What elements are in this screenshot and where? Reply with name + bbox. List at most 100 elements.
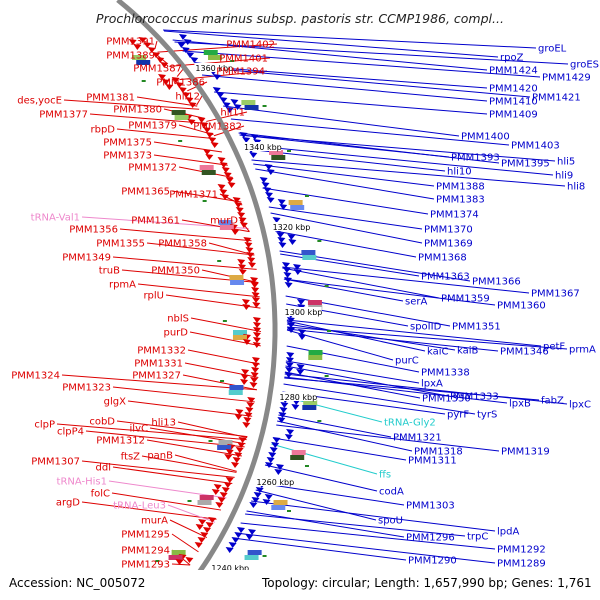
gene-arrow xyxy=(242,137,251,143)
gene-arrow xyxy=(252,322,261,328)
gene-arrow xyxy=(203,527,211,533)
right-gene-label: PMM1393 xyxy=(451,153,500,164)
gene-arrow xyxy=(274,469,283,475)
left-gene-label: PMM1307 xyxy=(31,457,80,468)
gene-block xyxy=(301,250,316,255)
gene-arrow xyxy=(175,82,184,88)
gene-arrow xyxy=(250,282,259,288)
right-gene-label: PMM1303 xyxy=(406,501,455,512)
gene-arrow xyxy=(244,412,253,418)
right-gene-label: PMM1367 xyxy=(531,289,580,300)
right-gene-label: hli8 xyxy=(567,182,585,193)
gene-block xyxy=(271,505,286,510)
right-gene-label: PMM1421 xyxy=(532,93,581,104)
gene-arrow xyxy=(183,39,192,45)
right-gene-label: groES xyxy=(570,60,599,71)
right-connector-line xyxy=(251,500,496,532)
left-connector-line xyxy=(81,460,235,478)
left-connector-line xyxy=(182,374,257,391)
green-tick xyxy=(155,560,160,562)
gene-arrow xyxy=(217,157,226,163)
right-connector-line xyxy=(268,206,423,230)
gene-arrow xyxy=(205,154,214,160)
left-gene-label: PMM1355 xyxy=(96,239,145,250)
gene-block xyxy=(201,170,216,175)
gene-block xyxy=(244,555,259,560)
right-connector-line xyxy=(285,360,420,384)
gene-arrow xyxy=(286,317,295,323)
left-connector-line xyxy=(112,466,233,485)
right-connector-line xyxy=(255,168,435,200)
gene-block xyxy=(168,555,183,560)
left-connector-line xyxy=(61,374,257,391)
gene-arrow xyxy=(224,454,233,460)
right-gene-label: PMM1338 xyxy=(421,368,470,379)
right-connector-line xyxy=(246,510,405,538)
gene-arrow xyxy=(234,532,243,538)
right-gene-label: fabZ xyxy=(541,396,564,407)
gene-arrow xyxy=(213,74,221,80)
right-connector-line xyxy=(285,365,449,397)
gene-arrow xyxy=(245,407,254,413)
gene-arrow xyxy=(293,264,301,270)
gene-arrow xyxy=(225,107,234,113)
left-gene-label: murA xyxy=(141,516,168,527)
right-gene-label: lpxB xyxy=(509,399,531,410)
left-connector-line xyxy=(206,111,248,122)
gene-arrow xyxy=(177,42,186,48)
left-gene-label: PMM1382 xyxy=(193,122,242,133)
gene-arrow xyxy=(288,239,297,245)
right-connector-line xyxy=(272,437,407,461)
gene-arrow xyxy=(175,559,184,565)
left-connector-line xyxy=(146,439,242,457)
left-gene-label: PMM1401 xyxy=(219,54,268,65)
left-gene-label: clpP4 xyxy=(57,427,84,438)
green-tick xyxy=(327,330,331,332)
left-connector-line xyxy=(169,519,208,539)
left-connector-line xyxy=(141,455,237,473)
right-gene-label: PMM1400 xyxy=(461,132,510,143)
gene-block xyxy=(208,55,223,60)
left-gene-label: PMM1379 xyxy=(128,121,177,132)
right-gene-label: groEL xyxy=(538,44,567,55)
gene-arrow xyxy=(235,409,244,415)
left-connector-line xyxy=(190,317,262,333)
right-gene-label: PMM1318 xyxy=(414,447,463,458)
gene-block xyxy=(244,105,259,110)
right-gene-label: ffs xyxy=(379,470,391,481)
left-gene-label: PMM1381 xyxy=(86,93,135,104)
gene-arrow xyxy=(249,502,258,508)
right-gene-label: PMM1290 xyxy=(408,556,457,567)
left-connector-line xyxy=(208,242,255,256)
gene-arrow xyxy=(280,402,289,408)
gene-arrow xyxy=(287,327,295,333)
right-connector-line xyxy=(283,278,404,302)
right-gene-label: lpxA xyxy=(421,379,443,390)
right-connector-line xyxy=(239,134,556,162)
left-gene-label: PMM1324 xyxy=(11,371,60,382)
right-gene-label: codA xyxy=(379,487,404,498)
gene-arrow xyxy=(251,357,260,363)
green-tick xyxy=(304,195,309,197)
left-connector-line xyxy=(189,331,261,347)
gene-block xyxy=(199,495,214,500)
left-connector-line xyxy=(153,154,228,166)
gene-block xyxy=(228,390,243,395)
gene-block xyxy=(132,55,147,60)
gene-arrow xyxy=(237,442,246,448)
gene-block xyxy=(269,150,283,155)
gene-labels: PMM1391 PMM1402 PMM1389 PMM1401 PMM1387 PMM13… xyxy=(11,37,599,571)
right-connector-line xyxy=(195,65,488,89)
accession-text: Accession: NC_005072 xyxy=(9,576,145,590)
right-gene-label: PMM1424 xyxy=(489,66,538,77)
gene-arrow xyxy=(197,537,206,543)
gene-arrow xyxy=(237,259,246,265)
gene-arrow xyxy=(253,327,261,333)
gene-arrow xyxy=(227,182,236,188)
right-gene-label: PMM1374 xyxy=(430,210,479,221)
gene-arrow xyxy=(266,457,275,463)
gene-block xyxy=(233,330,247,335)
gene-block xyxy=(203,50,218,55)
gene-arrow xyxy=(237,527,245,533)
right-gene-label: PMM1330 xyxy=(422,394,471,405)
